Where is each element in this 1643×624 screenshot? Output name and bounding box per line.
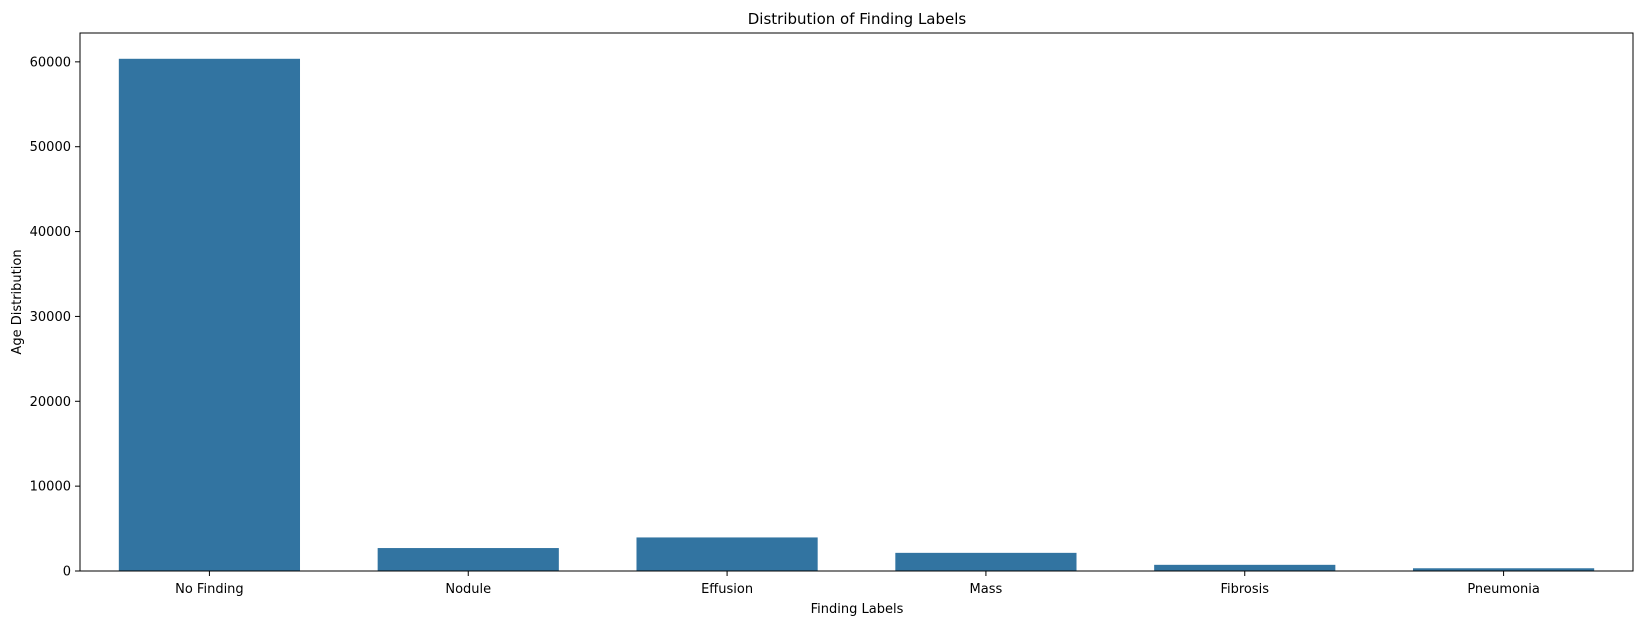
bars [118,58,1595,572]
bar-mass [895,552,1077,571]
y-tick-label: 10000 [30,480,71,495]
y-tick-label: 60000 [30,55,71,70]
plot-frame [79,32,1634,572]
x-tick-label: Nodule [445,582,491,597]
y-axis-ticks: 0 10000 20000 30000 40000 50000 60000 [30,55,80,580]
x-tick-label: Pneumonia [1467,582,1540,597]
x-tick-label: Effusion [701,582,753,597]
y-axis-label: Age Distribution [10,249,25,354]
y-tick-label: 20000 [30,395,71,410]
bar-effusion [636,537,818,571]
bar-no-finding [118,58,301,572]
y-tick-label: 0 [63,565,71,580]
y-tick-label: 50000 [30,140,71,155]
x-tick-label: Fibrosis [1220,582,1269,597]
y-tick-label: 40000 [30,225,71,240]
chart-title: Distribution of Finding Labels [748,10,967,28]
bar-fibrosis [1154,564,1336,571]
bar-pneumonia [1412,568,1595,571]
x-tick-label: Mass [970,582,1003,597]
y-tick-label: 30000 [30,310,71,325]
x-tick-label: No Finding [175,582,244,597]
x-axis-ticks: No Finding Nodule Effusion Mass Fibrosis Pneu… [175,571,1540,597]
x-axis-label: Finding Labels [811,602,904,617]
bar-nodule [377,548,559,571]
